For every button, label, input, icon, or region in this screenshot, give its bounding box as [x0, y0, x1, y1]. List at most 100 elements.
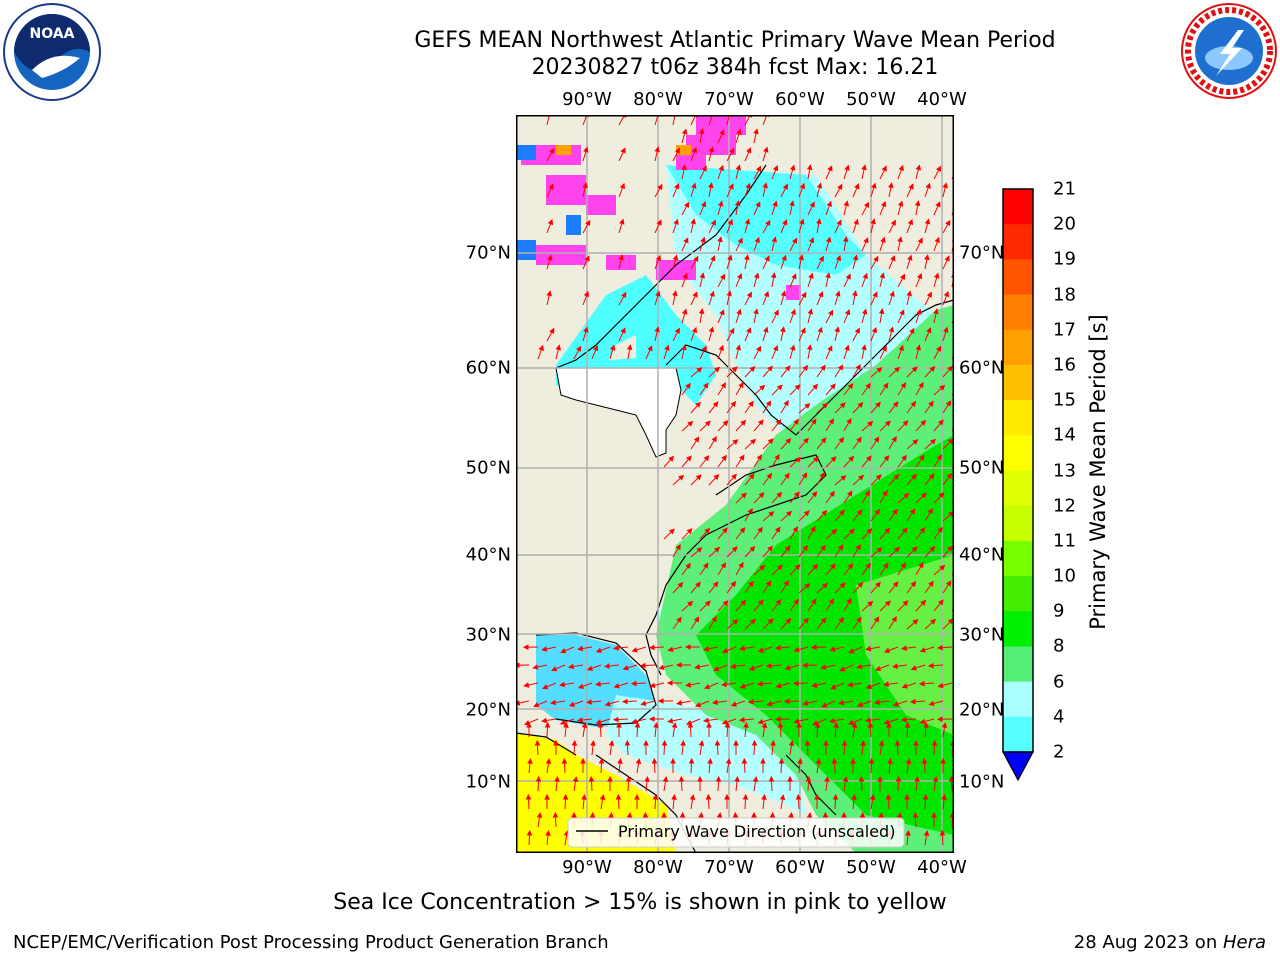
wave-arrow-head [675, 544, 681, 551]
wave-arrow-head [691, 182, 697, 189]
wave-arrow-head [814, 721, 821, 728]
wave-arrow-head [873, 616, 880, 623]
wave-arrow-head [870, 218, 876, 225]
colorbar-tick-label: 4 [1053, 706, 1065, 728]
wave-arrow-head [678, 775, 685, 782]
wave-arrow-head [919, 527, 926, 534]
wave-arrow-head [662, 776, 669, 783]
wave-arrow-head [714, 366, 721, 373]
wave-arrow-head [656, 219, 662, 226]
wave-arrow-head [890, 255, 896, 262]
wave-arrow-head [806, 164, 813, 171]
wave-arrow-head [909, 698, 916, 705]
colorbar-tick-label: 6 [1053, 671, 1065, 693]
wave-arrow-head [698, 740, 705, 747]
wave-arrow-head [681, 344, 687, 351]
wave-arrow-head [936, 644, 943, 651]
wave-arrow-head [672, 254, 679, 261]
wave-arrow-head [538, 344, 544, 352]
wave-arrow-head [670, 757, 676, 764]
wave-arrow-head [900, 645, 907, 651]
wave-arrow-head [842, 236, 849, 243]
wave-arrow-head [715, 775, 722, 782]
wave-arrow-head [829, 563, 836, 570]
wave-arrow-head [855, 364, 861, 371]
wave-arrow-head [936, 716, 943, 722]
wave-arrow-head [937, 419, 944, 426]
wave-arrow-head [774, 645, 781, 651]
wave-arrow-head [808, 236, 815, 244]
wave-arrow-head [904, 793, 910, 800]
lat-tick-left: 70°N [465, 242, 511, 264]
wave-arrow-head [829, 490, 835, 497]
wave-arrow-head [894, 546, 901, 553]
colorbar-tick-label: 18 [1053, 284, 1076, 306]
wave-arrow-head [734, 775, 740, 782]
wave-arrow-head [651, 757, 658, 764]
wave-arrow-head [739, 527, 746, 534]
wave-arrow-head [612, 716, 619, 723]
wave-arrow-head [878, 811, 884, 818]
wave-arrow-head [739, 683, 746, 689]
wave-arrow-head [943, 290, 950, 298]
wave-arrow-head [757, 419, 764, 426]
colorbar-tick-label: 9 [1053, 600, 1065, 622]
wave-arrow-head [721, 719, 728, 725]
colorbar-band [1003, 681, 1033, 718]
wave-arrow-head [683, 237, 689, 244]
wave-arrow-head [695, 581, 701, 588]
colorbar-band [1003, 646, 1033, 683]
wave-arrow-head [721, 454, 727, 461]
wave-arrow-head [716, 812, 723, 819]
wave-arrow-head [714, 546, 721, 553]
wave-arrow-head [685, 682, 692, 688]
wave-arrow-head [704, 420, 711, 427]
wave-arrow-head [681, 128, 688, 135]
wave-arrow-head [828, 418, 835, 425]
wave-arrow-head [608, 811, 614, 818]
colorbar-band [1003, 364, 1033, 401]
wave-arrow-head [812, 720, 819, 726]
lon-tick-bottom: 90°W [562, 857, 612, 878]
lon-tick-bottom: 50°W [846, 857, 896, 878]
wave-arrow-head [622, 665, 629, 671]
wave-arrow-head [550, 699, 557, 706]
wave-arrow-head [897, 200, 904, 207]
wave-arrow-head [770, 272, 777, 279]
wave-arrow-head [747, 699, 754, 705]
wave-arrow-head [865, 562, 871, 569]
lon-tick-top: 70°W [704, 89, 754, 110]
wave-arrow-head [668, 528, 675, 535]
wave-arrow-head [799, 182, 806, 190]
wave-arrow-head [585, 699, 592, 705]
wave-arrow-head [920, 599, 927, 606]
wave-arrow-head [792, 526, 799, 533]
wave-arrow-head [693, 616, 700, 623]
wave-arrow-head [839, 666, 846, 672]
wave-arrow-head [882, 489, 888, 497]
wave-arrow-head [681, 308, 688, 315]
wave-arrow-head [598, 757, 605, 764]
wave-arrow-head [568, 701, 576, 707]
wave-arrow-head [711, 616, 717, 623]
wave-arrow-head [874, 508, 881, 516]
wave-arrow-head [740, 599, 747, 606]
wave-arrow-head [726, 290, 732, 297]
wave-arrow-head [804, 583, 811, 589]
wave-arrow-head [687, 600, 694, 607]
wave-arrow-head [676, 616, 682, 623]
wave-arrow-head [776, 384, 783, 391]
wave-arrow-head [740, 492, 747, 499]
wave-arrow-head [704, 600, 711, 607]
wave-arrow-head [847, 383, 854, 390]
wave-arrow-head [807, 308, 814, 315]
wave-arrow-head [674, 183, 680, 190]
wave-arrow-head [755, 165, 762, 172]
wave-arrow-head [914, 200, 921, 207]
wave-arrow-head [711, 436, 717, 443]
wave-arrow-head [923, 830, 930, 837]
wave-arrow-head [757, 599, 764, 606]
wave-arrow-head [822, 402, 829, 409]
wave-arrow-head [945, 219, 951, 227]
wave-arrow-head [947, 545, 953, 552]
